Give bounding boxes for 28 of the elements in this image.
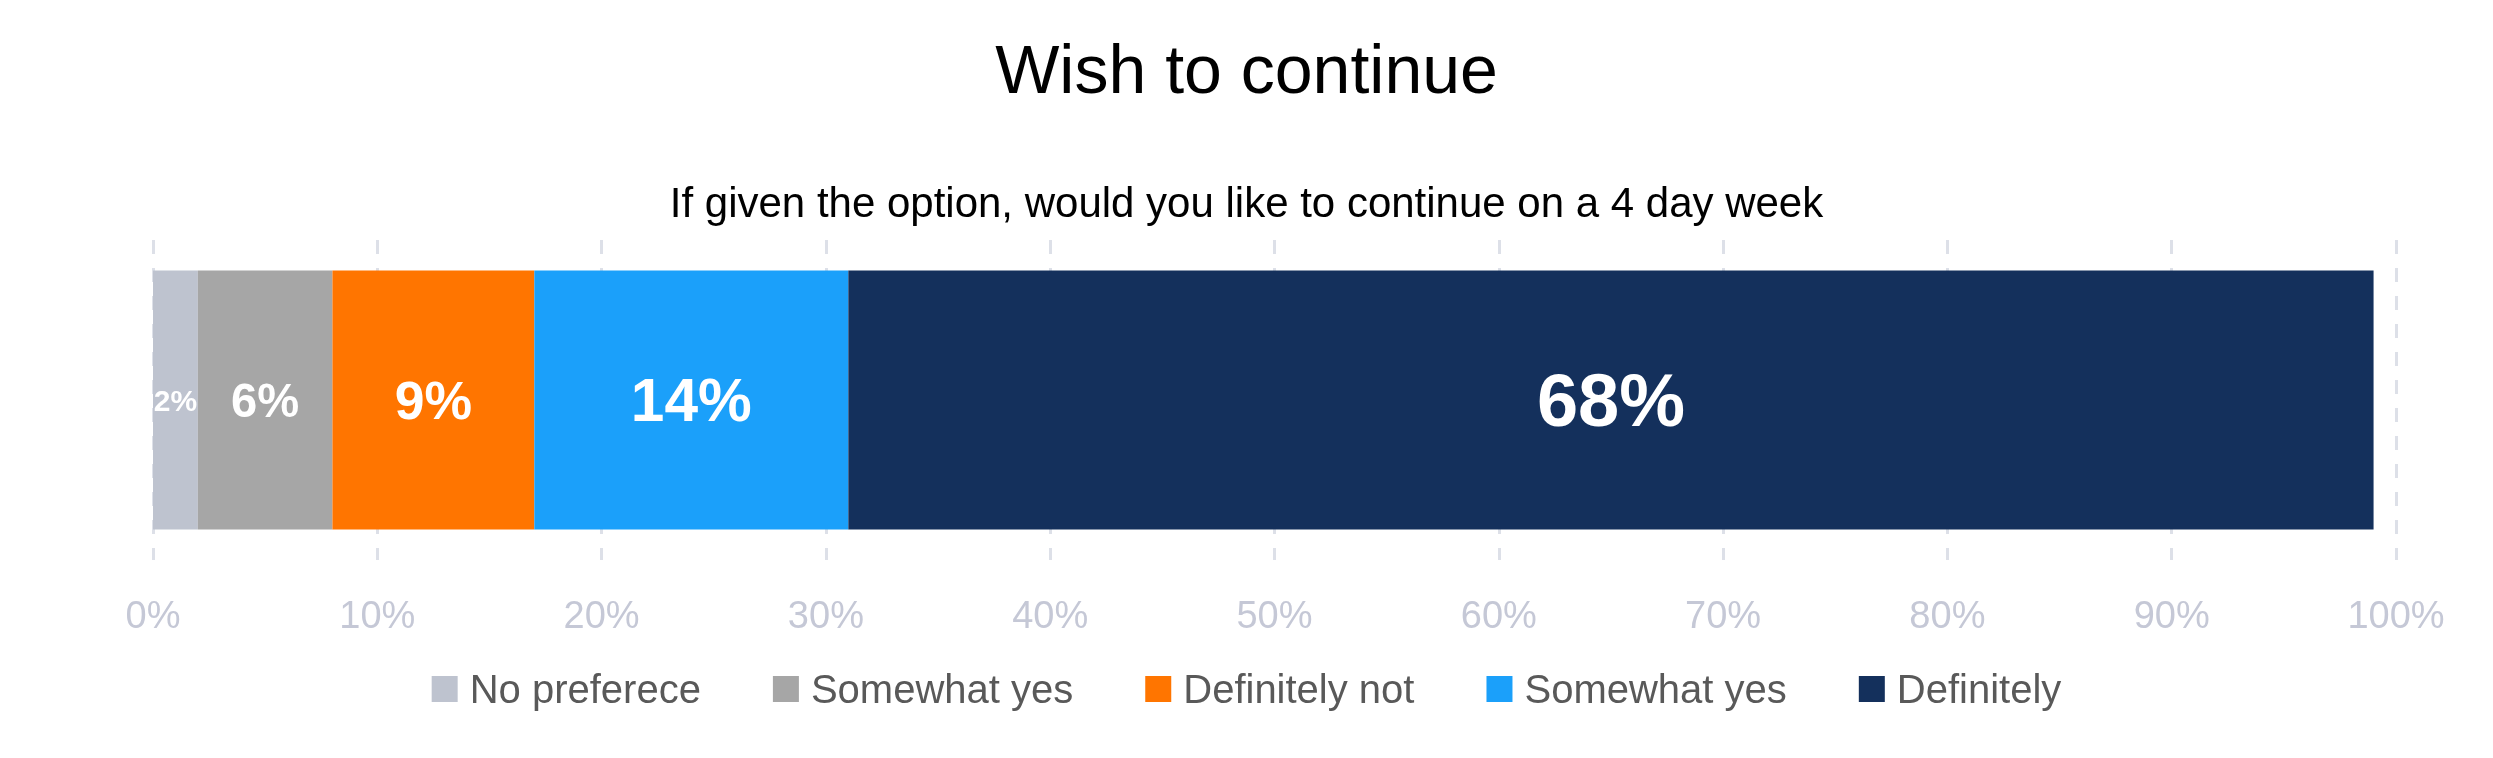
x-tick-label: 50% — [1236, 594, 1313, 636]
legend-label: Definitely — [1896, 667, 2062, 711]
x-tick-label: 60% — [1460, 594, 1537, 636]
bar — [153, 270, 198, 530]
bar — [197, 270, 333, 530]
legend-label: Somewhat yes — [1524, 667, 1787, 711]
data-label: 6% — [231, 373, 300, 427]
x-tick-label: 10% — [339, 594, 416, 636]
chart-title: Wish to continue — [995, 31, 1498, 107]
bar — [848, 270, 2374, 530]
legend-label: Definitely not — [1183, 667, 1415, 711]
legend-label: No preferece — [469, 667, 701, 711]
bar — [534, 270, 849, 530]
data-label: 2% — [153, 383, 198, 417]
x-tick-label: 30% — [787, 594, 864, 636]
x-tick-label: 70% — [1685, 594, 1762, 636]
data-label: 68% — [1536, 358, 1685, 442]
x-tick-label: 0% — [125, 594, 181, 636]
data-label: 9% — [394, 370, 473, 430]
chart-subtitle: If given the option, would you like to continue on a 4 day week — [669, 178, 1825, 226]
x-tick-label: 80% — [1909, 594, 1986, 636]
data-label: 14% — [630, 366, 752, 434]
x-tick-label: 40% — [1012, 594, 1089, 636]
x-tick-label: 20% — [563, 594, 640, 636]
bar — [332, 270, 535, 530]
legend-label: Somewhat yes — [810, 667, 1074, 711]
x-tick-label: 100% — [2347, 594, 2445, 636]
x-tick-label: 90% — [2133, 594, 2210, 636]
